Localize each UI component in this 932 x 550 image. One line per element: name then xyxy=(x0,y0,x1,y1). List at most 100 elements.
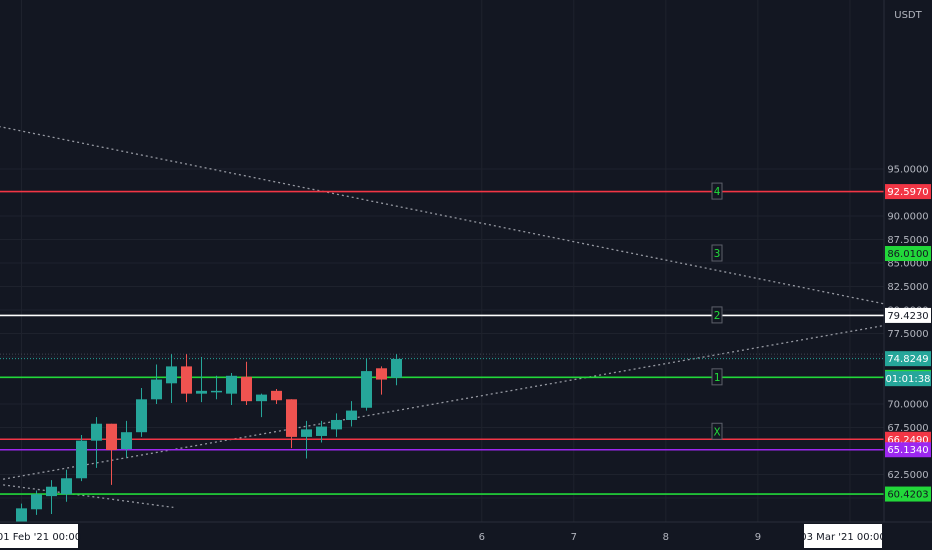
candle-body xyxy=(211,390,222,393)
level-marker-1[interactable]: 1 xyxy=(711,368,723,386)
level-marker-box xyxy=(711,244,723,262)
candle-body xyxy=(196,390,207,394)
candle[interactable] xyxy=(286,399,297,449)
candle-body xyxy=(241,376,252,402)
candle[interactable] xyxy=(136,388,147,437)
trendlines[interactable] xyxy=(0,111,885,509)
candle[interactable] xyxy=(241,361,252,405)
price-tick: 77.5000 xyxy=(887,329,928,340)
time-tick-boxed: 01 Feb '21 00:00 xyxy=(0,524,81,548)
candles[interactable] xyxy=(16,354,402,527)
level-marker-label: X xyxy=(714,425,721,438)
time-tick-box xyxy=(804,524,882,548)
candle[interactable] xyxy=(91,417,102,468)
level-marker-label: 2 xyxy=(714,309,721,322)
grid xyxy=(0,0,884,522)
candle-body xyxy=(226,375,237,394)
level-marker-label: 3 xyxy=(714,247,721,260)
candle[interactable] xyxy=(376,366,387,395)
candle[interactable] xyxy=(31,490,42,515)
ascending-trendline[interactable] xyxy=(2,324,885,480)
price-tag-label: 86.0100 xyxy=(887,249,928,260)
candle-body xyxy=(271,390,282,401)
candle[interactable] xyxy=(76,435,87,482)
candle-body xyxy=(391,358,402,378)
candle[interactable] xyxy=(226,372,237,405)
level-marker-box xyxy=(711,182,723,200)
price-tick: 95.0000 xyxy=(887,165,928,176)
price-tag-label: 01:01:38 xyxy=(886,374,931,385)
candle-body xyxy=(136,399,147,433)
price-tag-label: 92.5970 xyxy=(887,187,928,198)
currency-label: USDT xyxy=(894,10,922,21)
price-tick: 70.0000 xyxy=(887,400,928,411)
price-tick: 82.5000 xyxy=(887,282,928,293)
descending-trendline[interactable] xyxy=(0,111,885,305)
candle-body xyxy=(301,429,312,437)
candle[interactable] xyxy=(106,423,117,485)
level-marker-box xyxy=(711,306,723,324)
candle[interactable] xyxy=(301,420,312,459)
current-price-line xyxy=(0,353,884,360)
time-axis-background xyxy=(0,522,932,550)
candle[interactable] xyxy=(316,420,327,443)
time-tick: 6 xyxy=(479,532,485,543)
level-marker-X[interactable]: X xyxy=(711,422,723,440)
price-tick: 85.0000 xyxy=(887,259,928,270)
price-tick: 62.5000 xyxy=(887,470,928,481)
candle[interactable] xyxy=(361,358,372,411)
price-tag-bg xyxy=(885,442,931,458)
price-tick: 87.5000 xyxy=(887,235,928,246)
candle[interactable] xyxy=(151,364,162,404)
horizontal-levels[interactable] xyxy=(0,190,932,495)
time-tick-boxed: 03 Mar '21 00:00 xyxy=(800,524,886,548)
price-tag-label: 65.1340 xyxy=(887,445,928,456)
price-tag-bg xyxy=(885,246,931,262)
lower-trendline[interactable] xyxy=(3,484,174,509)
candle[interactable] xyxy=(46,480,57,514)
candle[interactable] xyxy=(61,469,72,502)
candle[interactable] xyxy=(346,401,357,427)
price-tags: 92.597086.010079.423072.836066.249065.13… xyxy=(885,184,931,502)
price-tick: 67.5000 xyxy=(887,423,928,434)
candle[interactable] xyxy=(391,354,402,386)
candle[interactable] xyxy=(256,393,267,418)
time-axis[interactable]: 01 Feb '21 00:0067891011 Feb '21 00:0012… xyxy=(0,524,932,548)
candle[interactable] xyxy=(166,354,177,404)
candle-body xyxy=(376,368,387,380)
candle-body xyxy=(256,394,267,402)
time-tick: 9 xyxy=(755,532,761,543)
candle[interactable] xyxy=(196,357,207,403)
level-marker-box xyxy=(711,422,723,440)
candle-body xyxy=(331,419,342,430)
price-tag-bg xyxy=(885,184,931,200)
price-tick: 90.0000 xyxy=(887,212,928,223)
time-tick-label: 01 Feb '21 00:00 xyxy=(0,532,81,543)
level-marker-4[interactable]: 4 xyxy=(711,182,723,200)
candle-body xyxy=(286,399,297,437)
candle-body xyxy=(181,366,192,394)
level-marker-3[interactable]: 3 xyxy=(711,244,723,262)
candle[interactable] xyxy=(271,388,282,404)
level-markers[interactable]: 4 3 2 1 X xyxy=(711,182,723,440)
candle-body xyxy=(121,432,132,450)
candle-body xyxy=(106,423,117,451)
candle-body xyxy=(346,410,357,420)
price-tag-bg xyxy=(885,351,931,367)
price-tag-label: 66.2490 xyxy=(887,435,928,446)
candle[interactable] xyxy=(121,420,132,458)
candle-body xyxy=(166,366,177,384)
price-tag-60.4203: 60.4203 xyxy=(885,486,931,502)
time-tick: 7 xyxy=(571,532,577,543)
price-tag-92.5970: 92.5970 xyxy=(885,184,931,200)
candle[interactable] xyxy=(211,375,222,400)
level-marker-2[interactable]: 2 xyxy=(711,306,723,324)
candle[interactable] xyxy=(181,354,192,403)
level-marker-box xyxy=(711,368,723,386)
candle[interactable] xyxy=(331,413,342,437)
candle-body xyxy=(151,379,162,400)
candle-body xyxy=(76,440,87,479)
candle-body xyxy=(361,371,372,408)
